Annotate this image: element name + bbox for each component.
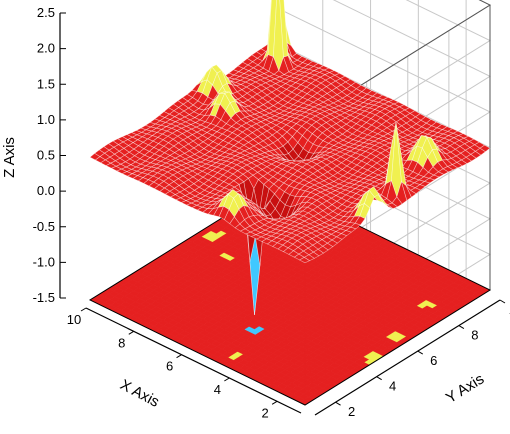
y-tick-label: 8: [471, 328, 478, 343]
y-tick-label: 6: [430, 353, 437, 368]
x-tick-mark: [80, 307, 87, 312]
y-tick-label: 2: [348, 404, 355, 419]
x-tick-mark: [271, 400, 278, 405]
y-axis-line: [314, 299, 501, 416]
z-tick-label: 0.5: [37, 148, 55, 163]
x-axis-title: X Axis: [117, 376, 162, 411]
x-axis-line: [85, 307, 302, 414]
axes: -1.5 -1.0 -0.5 0.0 0.5 1.0 1.5 2.0 2.5 2 4 6 8 10 2 4 6 8…: [33, 5, 510, 420]
x-tick-label: 10: [67, 312, 81, 327]
x-tick-label: 6: [166, 359, 173, 374]
z-tick-label: -1.0: [33, 254, 55, 269]
z-tick-label: -0.5: [33, 219, 55, 234]
contour-projection: [88, 184, 492, 406]
surface-mesh: [89, 0, 491, 315]
x-tick-label: 4: [214, 382, 221, 397]
z-tick-label: 2.5: [37, 5, 55, 20]
z-tick-label: 1.5: [37, 76, 55, 91]
y-tick-mark: [335, 401, 341, 406]
y-tick-mark: [376, 376, 382, 381]
z-axis-title: Z Axis: [1, 137, 18, 178]
y-tick-label: 4: [389, 379, 396, 394]
y-axis-title: Y Axis: [443, 371, 487, 407]
y-tick-mark: [417, 350, 424, 355]
x-tick-mark: [176, 354, 182, 359]
y-tick-mark: [458, 325, 465, 329]
x-tick-label: 8: [118, 335, 125, 350]
z-tick-label: 1.0: [37, 112, 55, 127]
z-tick-label: -1.5: [33, 290, 55, 305]
x-tick-mark: [128, 330, 135, 335]
x-tick-mark: [224, 377, 230, 382]
z-tick-label: 2.0: [37, 41, 55, 56]
surface-cell: [298, 257, 311, 264]
z-tick-label: 0.0: [37, 183, 55, 198]
y-tick-mark: [499, 299, 506, 304]
x-tick-label: 2: [261, 405, 268, 420]
y-tick-label: 10: [509, 302, 510, 317]
